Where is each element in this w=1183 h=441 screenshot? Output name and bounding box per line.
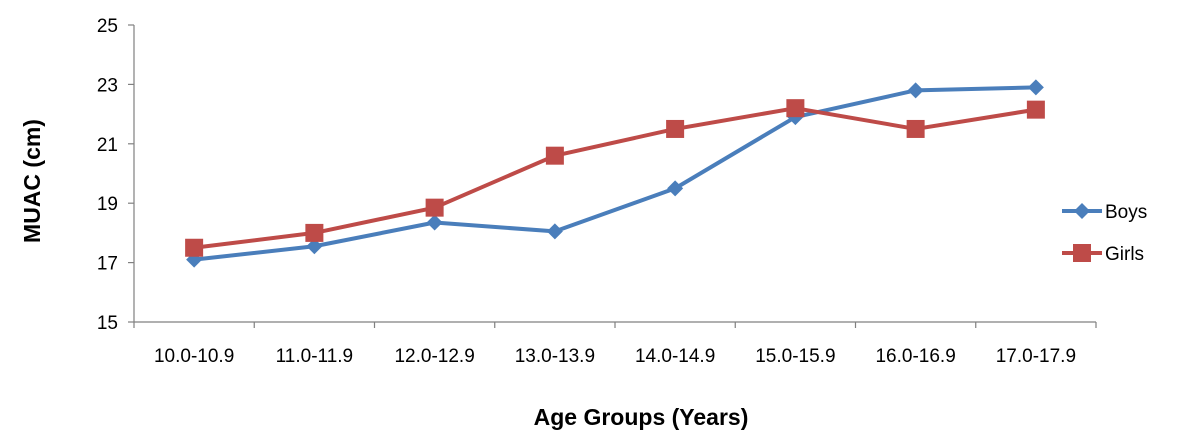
x-tick-label: 13.0-13.9 bbox=[515, 346, 595, 367]
legend-item-girls: Girls bbox=[1062, 244, 1144, 265]
x-tick-label: 16.0-16.9 bbox=[875, 346, 955, 367]
x-tick-label: 15.0-15.9 bbox=[755, 346, 835, 367]
series-line-girls bbox=[193, 106, 1037, 250]
y-tick-label: 17 bbox=[97, 254, 118, 275]
x-axis-ticks: 10.0-10.9 11.0-11.9 12.0-12.9 13.0-13.9 14.0… bbox=[133, 322, 1097, 367]
y-axis-ticks: 15 17 19 21 23 25 bbox=[97, 16, 134, 334]
legend: Boys Girls bbox=[1062, 202, 1147, 265]
y-tick-label: 23 bbox=[97, 75, 118, 96]
data-point bbox=[907, 82, 924, 99]
y-tick-label: 25 bbox=[97, 16, 118, 37]
x-axis-title: Age Groups (Years) bbox=[534, 404, 749, 430]
data-point bbox=[425, 198, 444, 217]
data-point bbox=[185, 238, 204, 257]
y-tick-label: 19 bbox=[97, 194, 118, 215]
legend-marker bbox=[1074, 203, 1090, 219]
data-point bbox=[305, 223, 324, 242]
x-tick-label: 12.0-12.9 bbox=[394, 346, 474, 367]
series-layer bbox=[185, 79, 1045, 268]
data-point bbox=[545, 146, 564, 165]
y-tick-label: 15 bbox=[97, 313, 118, 334]
y-tick-label: 21 bbox=[97, 135, 118, 156]
data-point bbox=[1026, 100, 1045, 119]
data-point bbox=[666, 119, 685, 138]
data-point bbox=[1027, 79, 1044, 96]
chart-axes bbox=[133, 25, 1096, 323]
series-line-boys bbox=[193, 85, 1036, 262]
x-tick-label: 10.0-10.9 bbox=[154, 346, 234, 367]
data-point bbox=[786, 99, 805, 118]
data-point bbox=[426, 214, 443, 231]
legend-item-boys: Boys bbox=[1062, 202, 1147, 223]
legend-label: Girls bbox=[1105, 244, 1144, 265]
data-point bbox=[546, 223, 563, 240]
x-tick-label: 17.0-17.9 bbox=[996, 346, 1076, 367]
y-axis-title: MUAC (cm) bbox=[19, 119, 45, 243]
data-point bbox=[667, 180, 684, 197]
x-tick-label: 11.0-11.9 bbox=[276, 346, 353, 367]
x-tick-label: 14.0-14.9 bbox=[635, 346, 715, 367]
legend-label: Boys bbox=[1105, 202, 1147, 223]
series-boys bbox=[186, 79, 1044, 268]
data-point bbox=[306, 238, 323, 255]
series-girls bbox=[185, 99, 1045, 257]
data-point bbox=[906, 119, 925, 138]
legend-marker bbox=[1073, 244, 1091, 262]
